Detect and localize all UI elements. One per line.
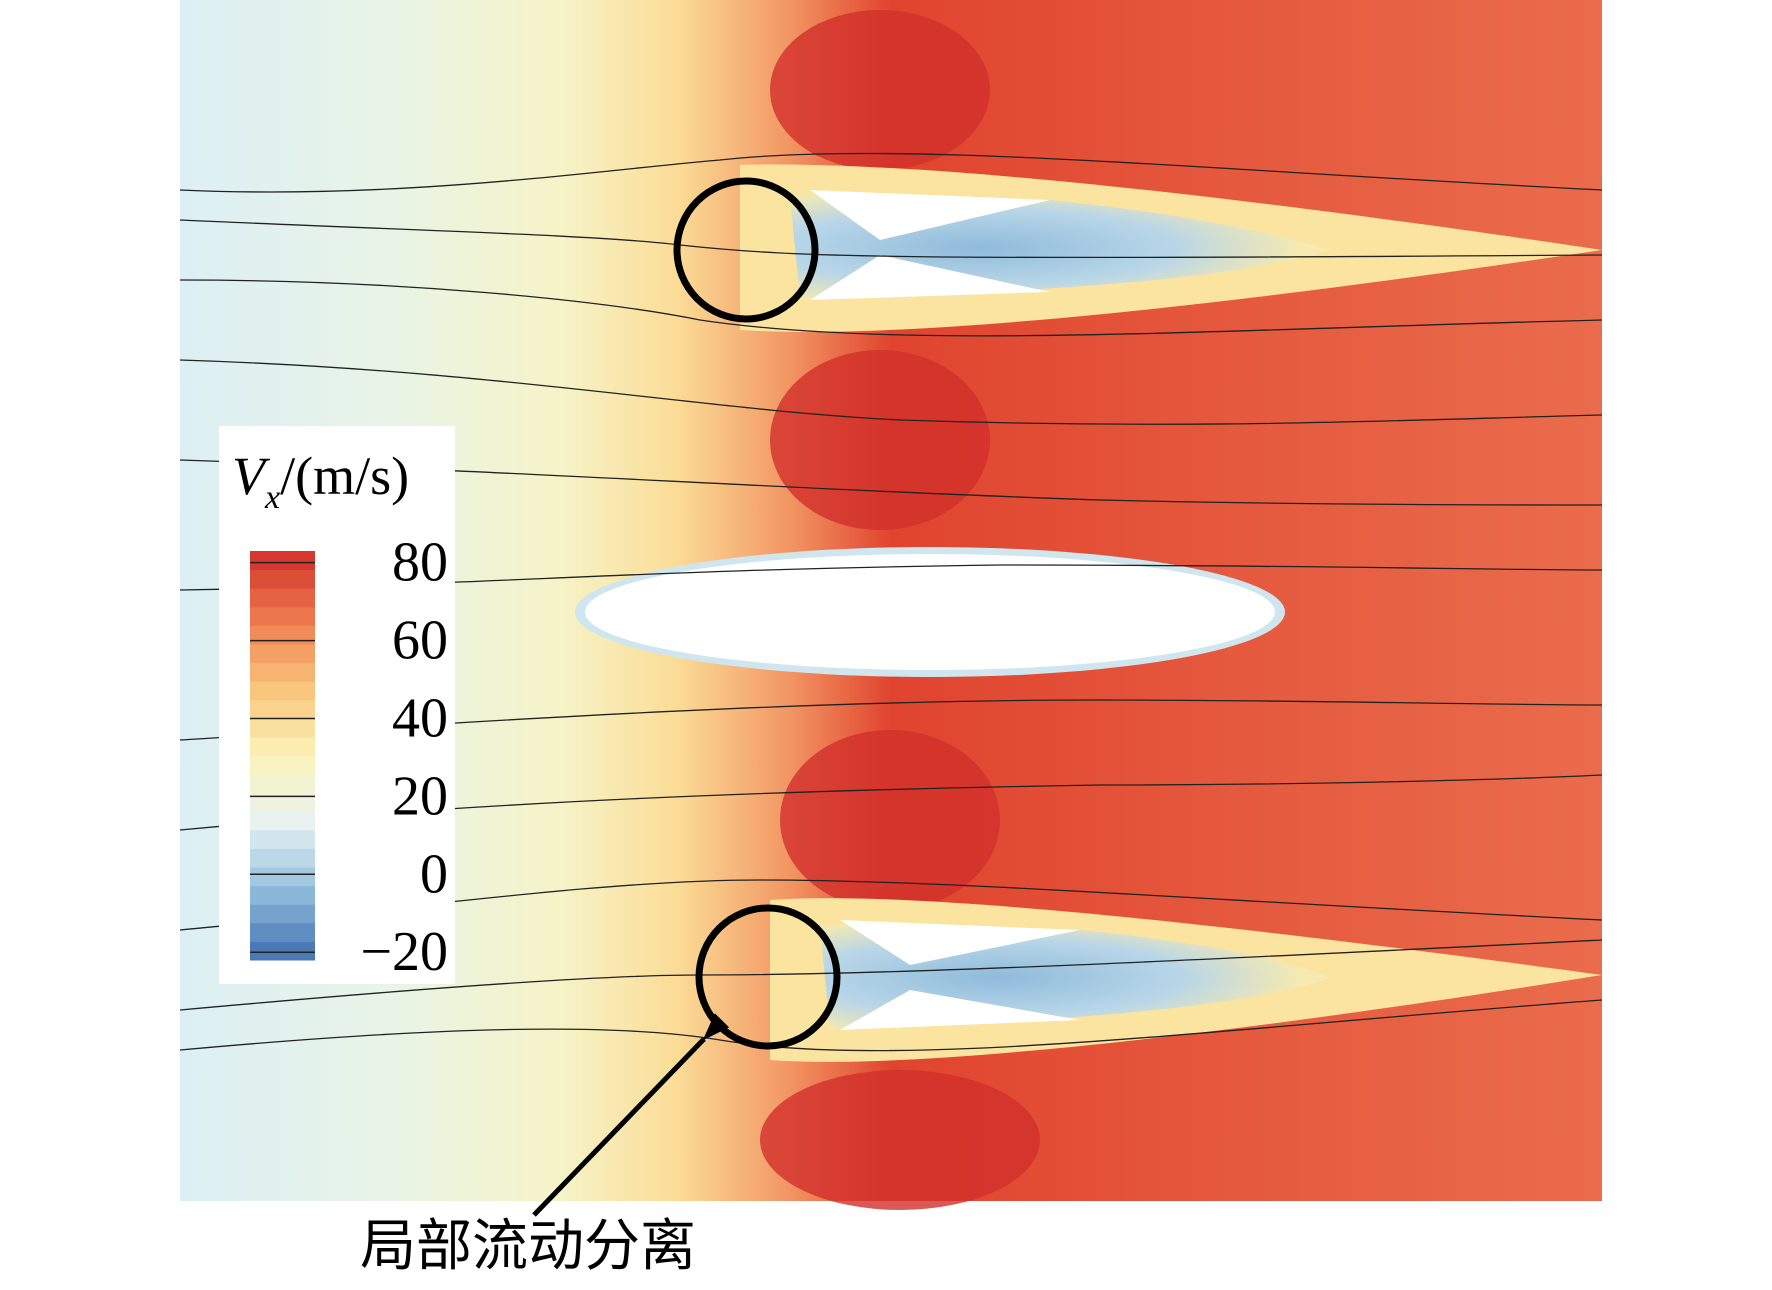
colorbar-band: [250, 606, 315, 626]
colorbar-band: [250, 699, 315, 719]
colorbar-tick-label: 80: [392, 532, 448, 594]
colorbar-band: [250, 643, 315, 664]
colorbar-band: [250, 904, 315, 924]
colorbar-band: [250, 811, 315, 831]
colorbar-tick-label: 0: [420, 843, 448, 905]
colorbar-band: [250, 681, 315, 701]
colorbar-band: [250, 829, 315, 849]
colorbar-band: [250, 941, 315, 961]
colorbar-band: [250, 718, 315, 738]
colorbar-band: [250, 885, 315, 905]
colorbar-band: [250, 774, 315, 794]
colorbar-band: [250, 569, 315, 589]
colorbar-band: [250, 588, 315, 608]
cylinders: [673, 177, 841, 1050]
colorbar-band: [250, 922, 315, 942]
colorbar-band: [250, 792, 315, 812]
colorbar-tick-label: 40: [392, 687, 448, 749]
colorbar-band: [250, 625, 315, 645]
colorbar-tick-label: 60: [392, 610, 448, 672]
colorbar-band: [250, 867, 315, 887]
colorbar-band: [250, 662, 315, 682]
streamlines: [179, 152, 1603, 1052]
annotation: 局部流动分离: [360, 1216, 696, 1278]
colorbar-band: [250, 551, 315, 571]
colorbar-band: [250, 736, 315, 756]
annotation-arrow: [532, 1013, 730, 1217]
colorbar-label: Vx/(m/s): [232, 446, 409, 516]
colorbar: Vx/(m/s) 80 60 40 20 0 −20: [219, 426, 455, 984]
colorbar-tick-label: 20: [392, 765, 448, 827]
colorbar-tick-label: −20: [360, 921, 448, 983]
colorbar-band: [250, 755, 315, 775]
colorbar-band: [250, 848, 315, 868]
velocity-field: [180, 0, 1602, 1210]
